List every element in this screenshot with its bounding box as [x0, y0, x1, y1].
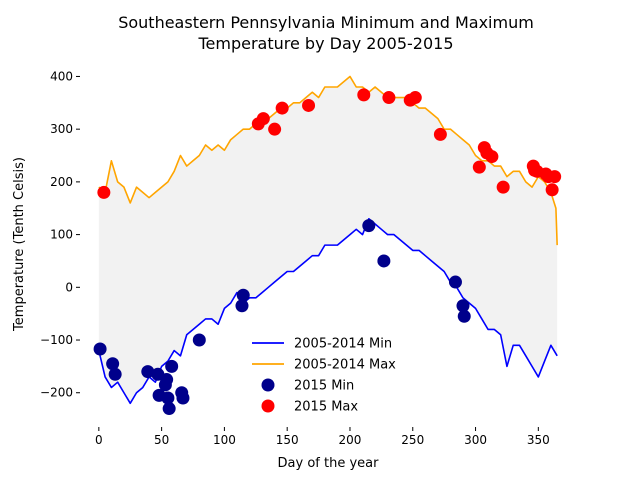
point-2015-min: [456, 299, 470, 313]
x-tick-label: 300: [464, 433, 487, 447]
legend-swatch: [261, 378, 275, 392]
x-tick-label: 200: [339, 433, 362, 447]
point-2015-min: [108, 367, 122, 381]
point-2015-min: [377, 254, 391, 268]
legend: 2005-2014 Min 2005-2014 Max 2015 Min 2015 M…: [252, 337, 396, 415]
point-2015-max: [433, 127, 447, 141]
point-2015-min: [448, 275, 462, 289]
legend-label: 2015 Max: [294, 400, 358, 415]
point-2015-max: [275, 101, 289, 115]
point-2015-max: [496, 180, 510, 194]
point-2015-max: [268, 122, 282, 136]
x-axis-label: Day of the year: [278, 456, 380, 471]
point-2015-min: [93, 342, 107, 356]
series-line-max: [98, 75, 558, 246]
y-tick-label: 400: [50, 69, 73, 83]
legend-item-max-line: 2005-2014 Max: [252, 358, 396, 373]
point-2015-min: [235, 299, 249, 313]
legend-item-min-dots: 2015 Min: [261, 378, 354, 394]
point-2015-min: [362, 219, 376, 233]
fill-between-area: [98, 76, 558, 404]
point-2015-min: [192, 333, 206, 347]
point-2015-max: [357, 88, 371, 102]
y-axis-ticks: −200 −100 0 100 200 300 400: [40, 69, 80, 400]
point-2015-min: [457, 309, 471, 323]
y-tick-label: 0: [65, 280, 73, 294]
legend-swatch: [261, 399, 275, 413]
legend-item-min-line: 2005-2014 Min: [252, 337, 392, 352]
point-2015-min: [236, 288, 250, 302]
series-line-min: [98, 217, 558, 405]
point-2015-min: [176, 391, 190, 405]
legend-label: 2015 Min: [294, 379, 354, 394]
x-axis-ticks: 0 50 100 150 200 250 300 350: [95, 427, 550, 447]
legend-label: 2005-2014 Min: [294, 337, 392, 352]
point-2015-max: [472, 160, 486, 174]
point-2015-min: [106, 357, 120, 371]
y-tick-label: −100: [40, 333, 73, 347]
y-tick-label: −200: [40, 386, 73, 400]
point-2015-max: [485, 150, 499, 164]
y-tick-label: 300: [50, 122, 73, 136]
x-tick-label: 250: [401, 433, 424, 447]
y-tick-label: 100: [50, 228, 73, 242]
x-tick-label: 50: [154, 433, 169, 447]
point-2015-max: [545, 183, 559, 197]
legend-item-max-dots: 2015 Max: [261, 399, 358, 415]
point-2015-max: [256, 112, 270, 126]
point-2015-min: [162, 402, 176, 416]
point-2015-max: [408, 91, 422, 105]
point-2015-min: [161, 391, 175, 405]
point-2015-max: [548, 170, 562, 184]
chart-title-line-2: Temperature by Day 2005-2015: [197, 34, 453, 53]
point-2015-max: [97, 185, 111, 199]
plot-area: [93, 75, 562, 416]
y-tick-label: 200: [50, 175, 73, 189]
x-tick-label: 100: [213, 433, 236, 447]
point-2015-min: [141, 365, 155, 379]
x-tick-label: 150: [276, 433, 299, 447]
x-tick-label: 0: [95, 433, 103, 447]
chart-title-line-1: Southeastern Pennsylvania Minimum and Ma…: [118, 13, 534, 32]
point-2015-min: [165, 359, 179, 373]
y-axis-label: Temperature (Tenth Celsis): [12, 157, 27, 332]
point-2015-max: [302, 98, 316, 112]
x-tick-label: 350: [527, 433, 550, 447]
point-2015-max: [382, 91, 396, 105]
point-2015-min: [160, 373, 174, 387]
legend-label: 2005-2014 Max: [294, 358, 396, 373]
